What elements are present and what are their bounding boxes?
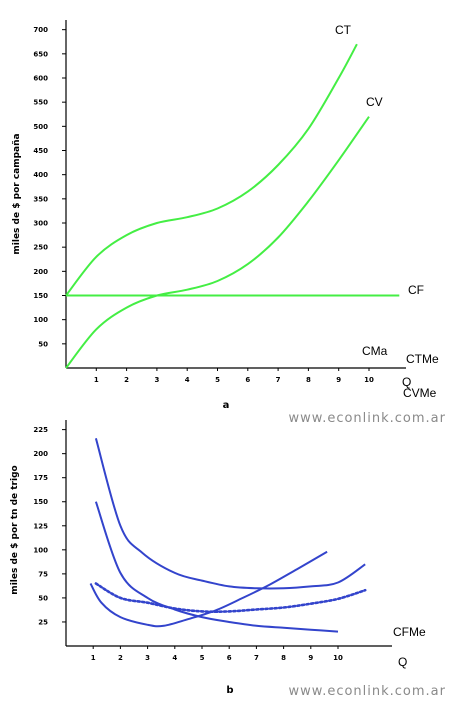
chart-a-x-tick-label: 4 (185, 376, 190, 384)
chart-b-x-tick-label: 2 (118, 654, 123, 662)
chart-b-series-cma-line (89, 550, 328, 628)
chart-a-x-tick-label: 5 (215, 376, 220, 384)
chart-a-series-ct-line (65, 43, 358, 297)
chart-a-y-tick-label: 200 (33, 268, 48, 276)
chart-b-series-cfme-line (94, 501, 339, 633)
chart-b-series-cvme-label: CVMe (403, 386, 437, 400)
chart-b-series-cvme-line (94, 582, 367, 613)
chart-a-y-tick-label: 300 (33, 220, 48, 228)
chart-b-series-cfme-label: CFMe (393, 625, 426, 639)
chart-a-credit: www.econlink.com.ar (288, 411, 446, 426)
chart-b-y-tick-label: 25 (38, 618, 48, 626)
chart-b-x-tick-label: 7 (254, 654, 259, 662)
chart-a-series-ct-label: CT (335, 23, 352, 37)
chart-b-y-tick-label: 150 (33, 498, 48, 506)
chart-b-x-tick-label: 4 (172, 654, 177, 662)
chart-b-series-cma-label: CMa (362, 344, 388, 358)
chart-a-y-tick-label: 550 (33, 99, 48, 107)
chart-b-x-axis-label: Q (398, 655, 407, 669)
chart-a-y-tick-label: 700 (33, 26, 48, 34)
chart-a-x-tick-label: 2 (124, 376, 129, 384)
chart-b-y-tick-label: 75 (38, 570, 48, 578)
chart-a-panel-label: a (223, 400, 230, 411)
chart-a-series-cv-line (65, 116, 370, 369)
chart-b-x-tick-label: 3 (145, 654, 150, 662)
chart-a-y-tick-label: 350 (33, 195, 48, 203)
chart-a-x-tick-label: 7 (276, 376, 281, 384)
chart-a-x-tick-label: 6 (245, 376, 250, 384)
chart-b-x-tick-label: 10 (333, 654, 343, 662)
chart-a: 1 2 3 4 5 6 7 8 9 10 50 100 150 200 250 300 350 400 450 500… (12, 20, 446, 426)
chart-b-y-tick-label: 50 (38, 594, 48, 602)
chart-a-y-tick-label: 500 (33, 123, 48, 131)
chart-b-y-tick-label: 200 (33, 450, 48, 458)
chart-b-x-tick-label: 8 (281, 654, 286, 662)
chart-a-x-tick-label: 3 (154, 376, 159, 384)
chart-a-y-tick-label: 400 (33, 171, 48, 179)
chart-a-x-tick-label: 8 (306, 376, 311, 384)
chart-a-series-cv-label: CV (366, 95, 383, 109)
chart-a-y-tick-label: 450 (33, 147, 48, 155)
chart-b-x-tick-label: 5 (200, 654, 205, 662)
chart-b-y-tick-label: 175 (33, 474, 48, 482)
chart-a-y-axis-label: miles de $ por campaña (12, 133, 22, 254)
chart-b-x-tick-label: 9 (308, 654, 313, 662)
chart-b-credit: www.econlink.com.ar (288, 684, 446, 699)
chart-a-y-tick-label: 150 (33, 292, 48, 300)
chart-a-y-tick-label: 100 (33, 316, 48, 324)
chart-b-series-ctme-line (94, 438, 366, 590)
chart-b-y-tick-label: 125 (33, 522, 48, 530)
chart-b-y-tick-label: 100 (33, 546, 48, 554)
chart-b-panel-label: b (226, 685, 233, 696)
chart-b-x-tick-label: 1 (91, 654, 96, 662)
chart-b-y-tick-label: 225 (33, 426, 48, 434)
chart-b-series-ctme-label: CTMe (406, 352, 439, 366)
chart-b-x-tick-label: 6 (227, 654, 232, 662)
chart-b-y-axis-label: miles de $ por tn de trigo (10, 465, 20, 594)
chart-a-y-tick-label: 650 (33, 50, 48, 58)
chart-a-x-tick-label: 10 (364, 376, 374, 384)
chart-a-x-axis-label: Q (402, 375, 411, 389)
chart-a-series-cf-label: CF (408, 283, 424, 297)
chart-a-y-tick-label: 250 (33, 244, 48, 252)
chart-a-x-tick-label: 9 (336, 376, 341, 384)
chart-a-x-tick-label: 1 (94, 376, 99, 384)
chart-a-y-tick-label: 600 (33, 75, 48, 83)
chart-a-y-tick-label: 50 (38, 340, 48, 348)
